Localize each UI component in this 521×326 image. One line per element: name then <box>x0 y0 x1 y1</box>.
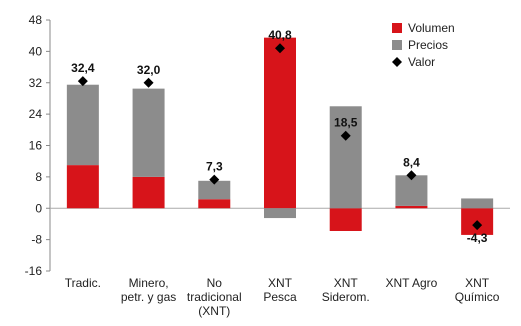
bar-volumen <box>198 199 231 209</box>
bar-precios <box>198 180 231 200</box>
legend: Volumen Precios Valor <box>392 21 455 69</box>
data-label: 40,8 <box>268 28 292 42</box>
y-tick-label: 24 <box>29 107 43 121</box>
legend-swatch-valor <box>392 57 402 67</box>
data-label: 32,4 <box>71 61 95 75</box>
data-label: -4,3 <box>467 231 488 245</box>
valor-marker <box>77 76 88 87</box>
legend-label-volumen: Volumen <box>408 21 455 35</box>
legend-label-precios: Precios <box>408 38 448 52</box>
bar-precios <box>132 88 165 177</box>
bar-precios <box>395 175 428 206</box>
markers <box>77 43 483 231</box>
legend-swatch-volumen <box>392 23 402 33</box>
category-label: XNT Pesca <box>263 276 297 304</box>
valor-marker <box>406 170 417 181</box>
category-labels: Tradic. Minero, petr. y gas No tradicional (X… <box>65 276 500 318</box>
valor-marker <box>209 174 220 185</box>
bar-precios <box>329 106 362 209</box>
data-label: 32,0 <box>137 63 161 77</box>
category-label: XNT Siderom. <box>322 276 370 304</box>
bar-volumen <box>66 165 99 209</box>
valor-marker <box>340 130 351 141</box>
y-tick-label: 40 <box>29 44 43 58</box>
y-tick-label: -16 <box>25 264 43 278</box>
data-label: 7,3 <box>206 160 223 174</box>
category-label: No tradicional (XNT) <box>187 276 242 318</box>
category-label: XNT Agro <box>386 276 438 290</box>
legend-swatch-precios <box>392 40 402 50</box>
data-label: 8,4 <box>403 155 420 169</box>
y-tick-label: 0 <box>35 201 42 215</box>
valor-marker <box>472 220 483 231</box>
y-tick-label: 48 <box>29 13 43 27</box>
valor-marker <box>275 43 285 54</box>
bar-precios <box>264 208 296 219</box>
category-label: Tradic. <box>65 276 101 290</box>
bar-volumen <box>395 205 428 209</box>
data-labels: 32,4 32,0 7,3 40,8 18,5 8,4 -4,3 <box>71 28 488 245</box>
bars <box>66 37 494 235</box>
legend-label-valor: Valor <box>408 55 435 69</box>
y-tick-label: -8 <box>31 233 42 247</box>
bar-volumen <box>132 176 165 209</box>
bar-precios <box>461 198 494 209</box>
valor-marker <box>143 77 154 88</box>
bar-volumen <box>264 37 296 209</box>
bar-precios <box>66 84 99 166</box>
category-label: Minero, petr. y gas <box>121 276 176 304</box>
data-label: 18,5 <box>334 116 358 130</box>
category-label: XNT Químico <box>455 276 500 304</box>
y-tick-label: 32 <box>29 76 43 90</box>
y-tick-label: 8 <box>35 170 42 184</box>
y-tick-label: 16 <box>29 139 43 153</box>
bar-volumen <box>329 208 362 231</box>
